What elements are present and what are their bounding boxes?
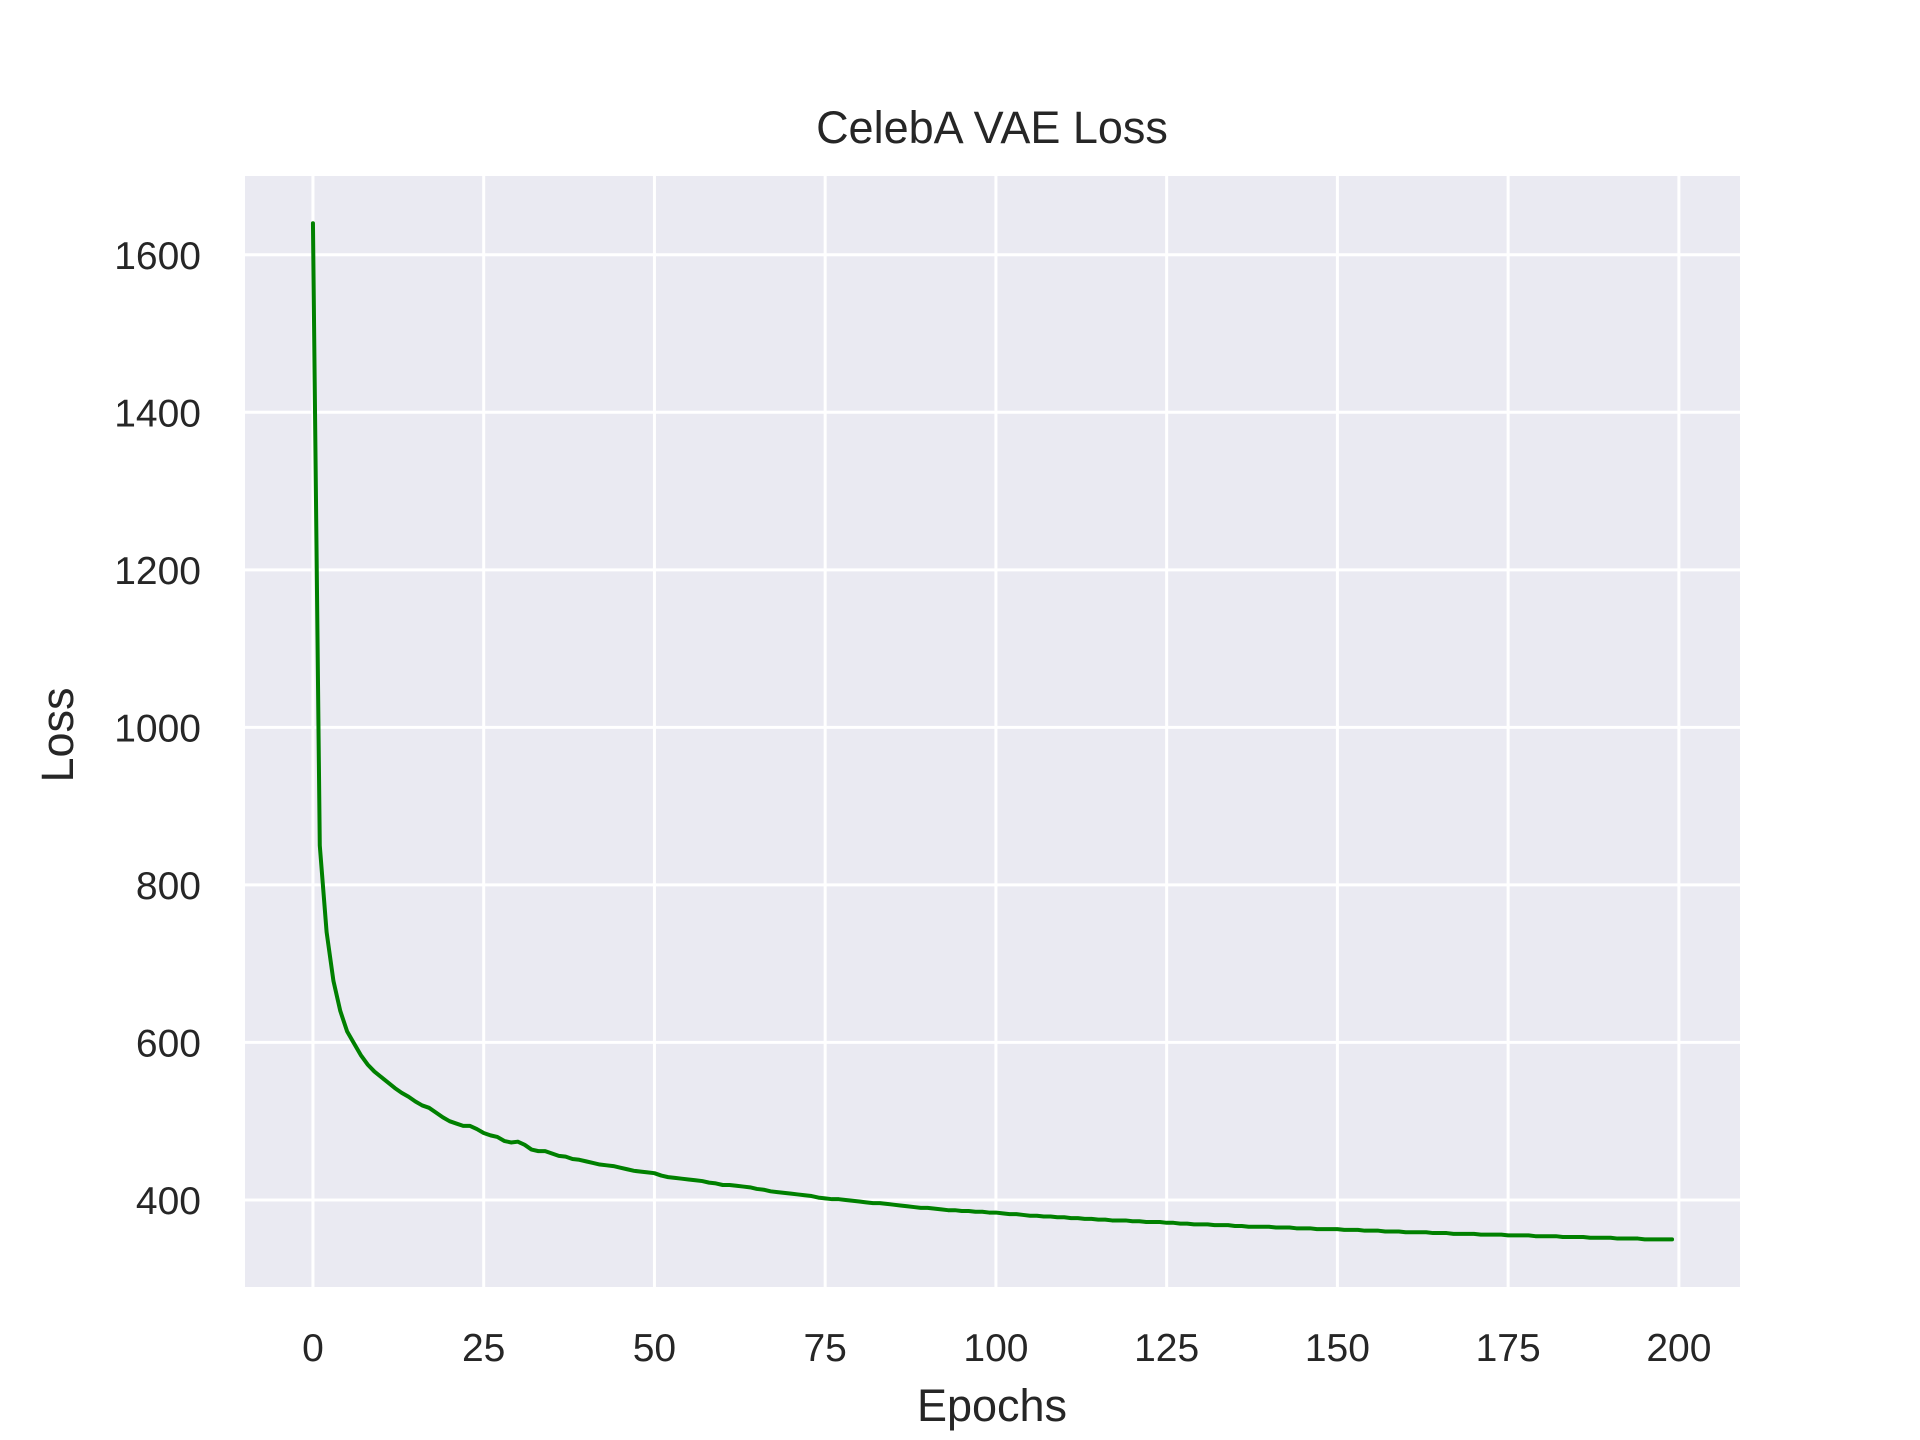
x-tick-label: 100 — [963, 1327, 1028, 1370]
chart-title: CelebA VAE Loss — [816, 102, 1168, 153]
y-axis-label: Loss — [32, 687, 83, 782]
y-tick-label: 1000 — [114, 707, 201, 750]
x-tick-label: 200 — [1646, 1327, 1711, 1370]
x-axis-ticks: 0 25 50 75 100 125 150 175 200 — [302, 1327, 1711, 1370]
y-tick-label: 800 — [136, 865, 201, 908]
y-tick-label: 1200 — [114, 550, 201, 593]
x-tick-label: 175 — [1476, 1327, 1541, 1370]
y-tick-label: 1600 — [114, 235, 201, 278]
x-tick-label: 0 — [302, 1327, 324, 1370]
x-tick-label: 75 — [803, 1327, 846, 1370]
y-tick-label: 400 — [136, 1180, 201, 1223]
series-layer — [310, 221, 1675, 1242]
x-axis-label: Epochs — [917, 1380, 1067, 1431]
x-tick-label: 125 — [1134, 1327, 1199, 1370]
loss-series-line-0 — [310, 221, 1675, 1242]
grid-lines — [245, 176, 1740, 1287]
x-tick-label: 50 — [633, 1327, 676, 1370]
x-tick-label: 150 — [1305, 1327, 1370, 1370]
x-tick-label: 25 — [462, 1327, 505, 1370]
plot-background — [245, 176, 1740, 1287]
y-axis-ticks: 400 600 800 1000 1200 1400 1600 — [114, 235, 201, 1223]
y-tick-label: 600 — [136, 1022, 201, 1065]
y-tick-label: 1400 — [114, 392, 201, 435]
